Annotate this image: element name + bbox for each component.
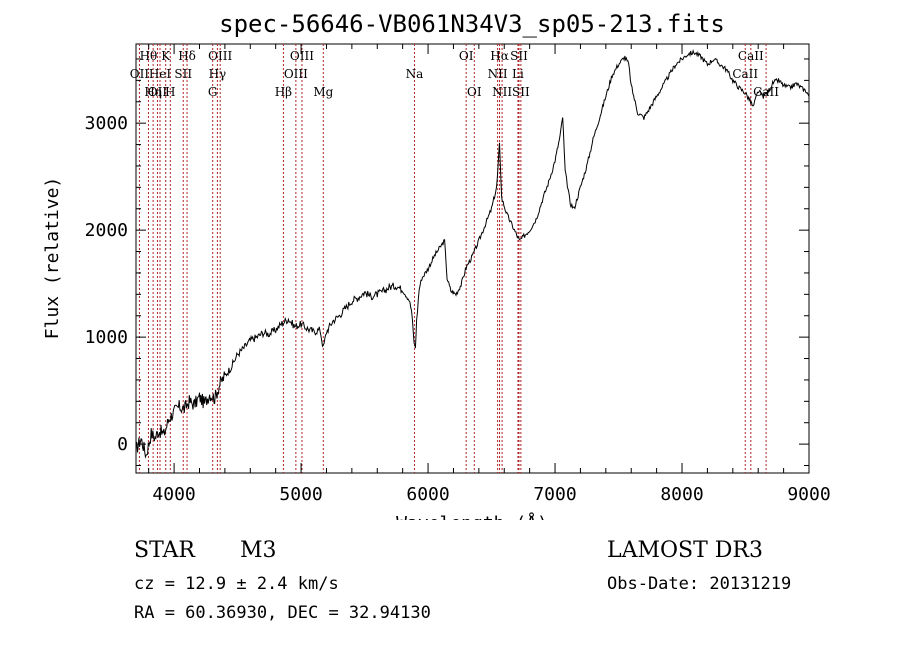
line-label: K xyxy=(161,49,171,63)
axis-ticks: 4000 5000 6000 7000 8000 9000 0 1000 2000 3000 xyxy=(85,44,831,505)
line-label: G xyxy=(208,85,218,99)
y-axis-label: Flux (relative) xyxy=(42,177,63,340)
line-label: Mg xyxy=(313,85,333,99)
line-labels: OIIHθHηOIIHeIKHSIIHδGHγOIIIHβOIIIOIIIMgN… xyxy=(130,49,779,99)
x-tick-label: 6000 xyxy=(406,484,449,505)
x-tick-label: 9000 xyxy=(787,484,830,505)
spectrum-line xyxy=(135,48,810,459)
line-label: OII xyxy=(130,67,150,81)
line-label: Hη xyxy=(144,85,162,99)
x-tick-label: 7000 xyxy=(533,484,576,505)
x-tick-label: 5000 xyxy=(279,484,322,505)
line-label: Hγ xyxy=(209,67,227,81)
line-label: CaII xyxy=(738,49,764,63)
coordinates: RA = 60.36930, DEC = 32.94130 xyxy=(134,603,431,623)
y-tick-label: 0 xyxy=(117,434,128,455)
line-label: OI xyxy=(459,49,474,63)
obs-date: Obs-Date: 20131219 xyxy=(607,574,792,594)
line-label: Hδ xyxy=(178,49,196,63)
line-label: OIII xyxy=(284,67,308,81)
y-tick-label: 1000 xyxy=(85,327,128,348)
line-label: Na xyxy=(406,67,424,81)
line-label: HeI xyxy=(149,67,172,81)
line-label: SII xyxy=(512,85,530,99)
line-label: Li xyxy=(512,67,524,81)
line-label: NII xyxy=(492,85,512,99)
x-tick-label: 8000 xyxy=(660,484,703,505)
redshift-cz: cz = 12.9 ± 2.4 km/s xyxy=(134,574,339,594)
chart-title: spec-56646-VB061N34V3_sp05-213.fits xyxy=(219,10,725,38)
object-class: STAR xyxy=(134,538,195,563)
plot-frame xyxy=(135,43,810,474)
line-label: Hβ xyxy=(275,85,292,99)
object-subclass: M3 xyxy=(240,538,277,563)
line-label: OII xyxy=(148,85,168,99)
line-label: H xyxy=(165,85,175,99)
line-label: OIII xyxy=(208,49,232,63)
line-label: OIII xyxy=(290,49,314,63)
line-label: CaII xyxy=(732,67,758,81)
line-label: NII xyxy=(488,67,508,81)
line-label: Hθ xyxy=(140,49,158,63)
x-axis-label: Wavelength (Å) xyxy=(396,512,548,520)
y-tick-label: 3000 xyxy=(85,113,128,134)
line-label: OI xyxy=(467,85,482,99)
line-label: CaII xyxy=(753,85,779,99)
y-tick-label: 2000 xyxy=(85,220,128,241)
line-label: Hα xyxy=(490,49,509,63)
x-tick-label: 4000 xyxy=(152,484,195,505)
emission-lines xyxy=(138,44,767,473)
survey-name: LAMOST DR3 xyxy=(607,538,763,563)
line-label: SII xyxy=(174,67,192,81)
line-label: SII xyxy=(510,49,528,63)
spectrum-chart: spec-56646-VB061N34V3_sp05-213.fits OIIH… xyxy=(42,10,831,520)
